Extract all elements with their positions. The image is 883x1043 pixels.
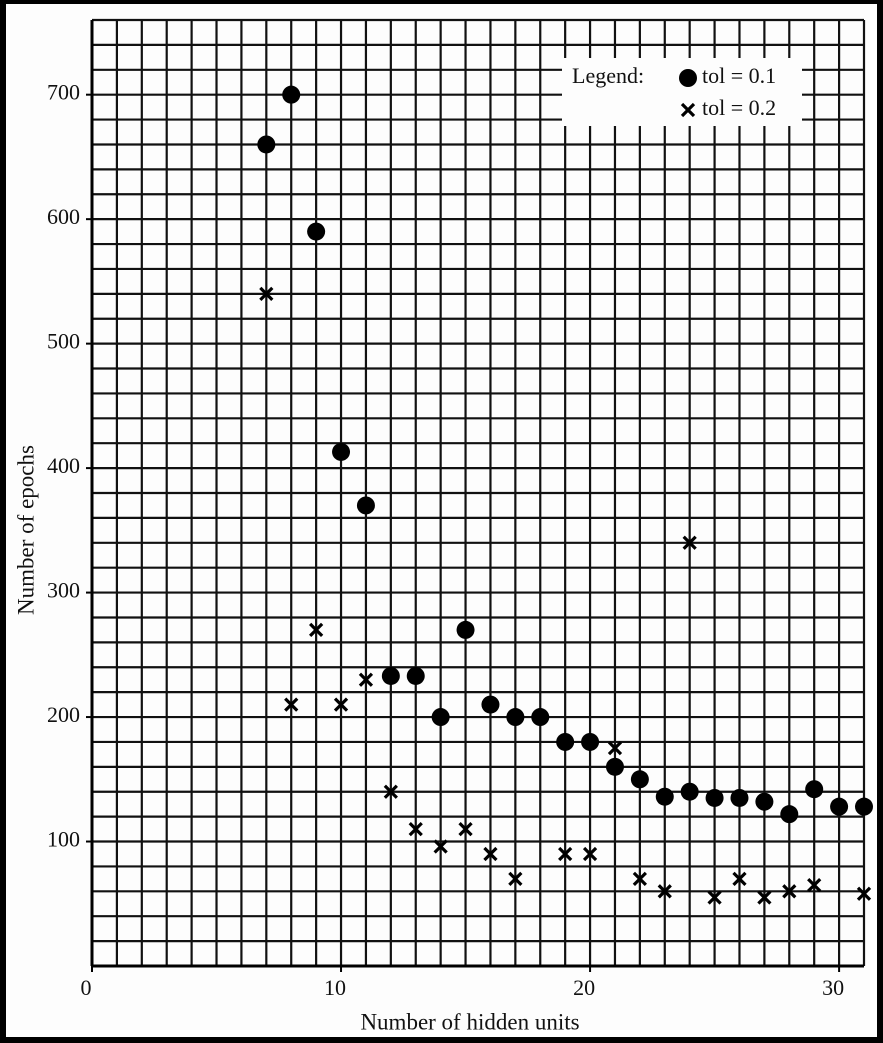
legend-title: Legend: — [572, 63, 644, 88]
point — [332, 442, 351, 461]
point — [308, 622, 324, 638]
point — [680, 782, 699, 801]
point — [682, 535, 697, 550]
y-tick-label: 100 — [47, 827, 80, 852]
point — [855, 797, 873, 816]
point — [282, 85, 301, 104]
point — [406, 666, 425, 685]
point — [757, 890, 772, 905]
point — [333, 697, 349, 712]
legend-label: tol = 0.2 — [702, 95, 776, 120]
point — [655, 787, 674, 806]
point — [506, 708, 525, 727]
x-axis-title: Number of hidden units — [360, 1009, 579, 1034]
y-tick-label: 700 — [47, 80, 80, 105]
point — [732, 871, 747, 886]
x-tick-label: 10 — [324, 975, 346, 1000]
y-tick-label: 200 — [47, 702, 80, 727]
point — [307, 222, 326, 241]
point — [607, 741, 623, 756]
point — [755, 792, 774, 811]
point — [581, 732, 600, 751]
point — [805, 780, 824, 799]
point — [630, 770, 649, 789]
point — [807, 877, 822, 893]
point — [680, 102, 696, 118]
point — [433, 839, 448, 854]
point — [707, 890, 722, 905]
point — [383, 784, 398, 799]
point — [284, 697, 299, 712]
point — [408, 821, 423, 837]
point — [632, 871, 648, 886]
y-axis-title: Number of epochs — [13, 445, 38, 615]
point — [431, 708, 450, 727]
point — [705, 788, 724, 807]
point — [679, 69, 697, 87]
point — [730, 788, 749, 807]
x-tick-label: 30 — [822, 975, 844, 1000]
legend-label: tol = 0.1 — [702, 63, 776, 88]
point — [830, 797, 849, 816]
point — [856, 886, 872, 901]
point — [582, 846, 598, 862]
y-tick-label: 300 — [47, 578, 80, 603]
point — [481, 695, 500, 714]
point — [531, 708, 550, 727]
point — [605, 757, 624, 776]
point — [558, 846, 573, 862]
y-tick-label: 500 — [47, 329, 80, 354]
x-tick-label: 20 — [573, 975, 595, 1000]
point — [508, 871, 523, 886]
point — [782, 884, 797, 899]
point — [456, 620, 475, 639]
y-tick-label: 400 — [47, 453, 80, 478]
point — [780, 805, 799, 824]
point — [381, 666, 400, 685]
point — [356, 496, 375, 515]
point — [259, 286, 274, 301]
point — [458, 821, 473, 837]
point — [483, 846, 498, 862]
point — [257, 135, 276, 154]
x-tick-label: 0 — [81, 975, 92, 1000]
point — [657, 884, 672, 899]
y-tick-label: 600 — [47, 204, 80, 229]
point — [358, 672, 374, 687]
point — [556, 732, 575, 751]
